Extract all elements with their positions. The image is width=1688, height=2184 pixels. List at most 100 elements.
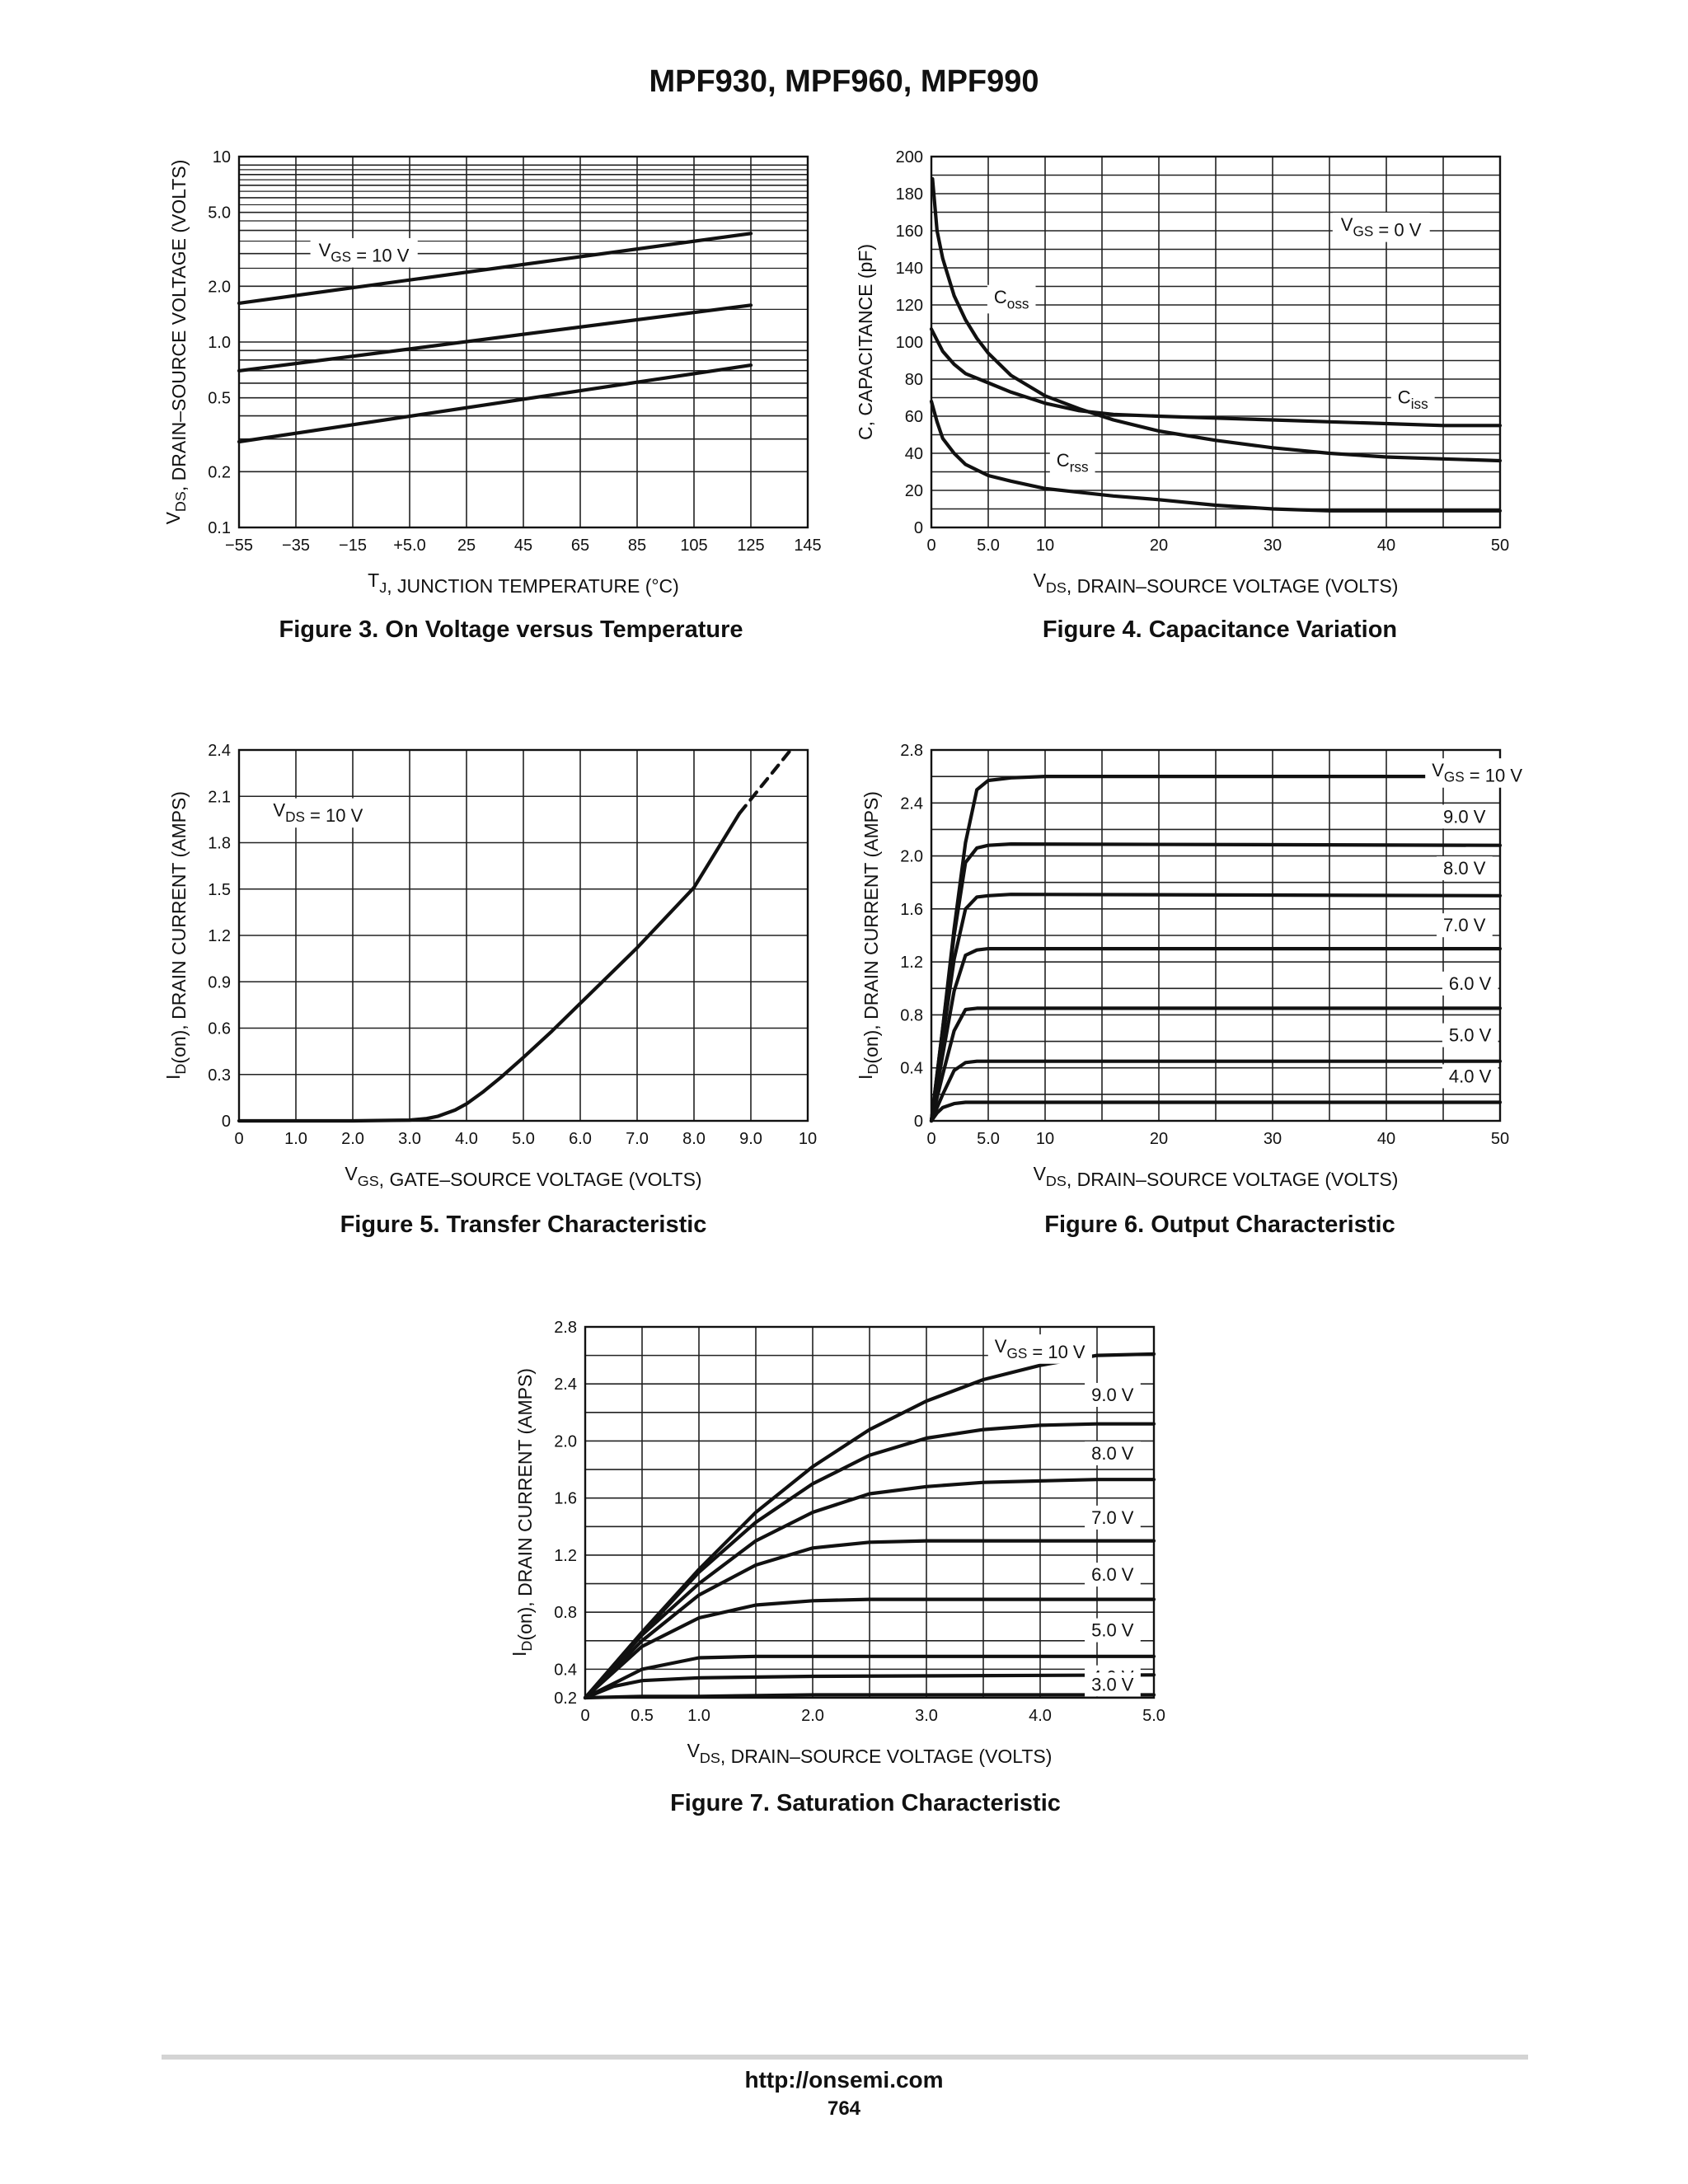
x-tick-label: 45 xyxy=(514,537,532,555)
y-tick-label: 0.9 xyxy=(208,973,231,991)
x-tick-label: 7.0 xyxy=(626,1130,649,1148)
series-label: VGS = 10 V xyxy=(1432,760,1522,786)
series-line xyxy=(738,748,793,815)
series-line xyxy=(583,1654,1156,1700)
grid xyxy=(931,156,1501,528)
x-tick-label: 10 xyxy=(1036,1130,1054,1148)
x-tick-label: 20 xyxy=(1150,537,1168,555)
y-tick-label: 1.8 xyxy=(208,835,231,853)
x-tick-label: 20 xyxy=(1150,1130,1168,1148)
y-axis-title: ID(on), DRAIN CURRENT (AMPS) xyxy=(509,1368,536,1657)
figure-5-transfer-chart: 0 1.0 2.0 3.0 4.0 5.0 6.0 7.0 8.0 9.0 10 0 0.3 0.6 0.9… xyxy=(162,742,817,1190)
series-line xyxy=(929,1006,1503,1123)
y-tick-label: 2.4 xyxy=(208,742,231,760)
x-tick-label: −55 xyxy=(225,537,253,555)
series-label-bg xyxy=(1442,971,1498,996)
footer-url-link[interactable]: http://onsemi.com xyxy=(744,2067,944,2093)
y-tick-label: 1.0 xyxy=(208,334,231,352)
y-tick-label: 0.2 xyxy=(554,1690,577,1708)
plot-frame xyxy=(930,155,1502,529)
y-tick-label: 1.5 xyxy=(208,881,231,899)
series-line xyxy=(931,176,1503,463)
x-tick-label: 5.0 xyxy=(512,1130,535,1148)
x-tick-label: 30 xyxy=(1264,1130,1282,1148)
x-tick-label: 145 xyxy=(794,537,821,555)
series-label: 9.0 V xyxy=(1443,806,1486,827)
y-tick-label: 200 xyxy=(896,148,923,166)
x-tick-label: 40 xyxy=(1377,537,1395,555)
y-tick-label: 80 xyxy=(905,371,923,389)
y-tick-label: 10 xyxy=(213,148,231,166)
y-tick-label: 2.0 xyxy=(900,848,923,866)
figure-3-caption: Figure 3. On Voltage versus Temperature xyxy=(279,616,743,643)
x-axis-title: VDS, DRAIN–SOURCE VOLTAGE (VOLTS) xyxy=(1034,569,1399,597)
series-label-bg xyxy=(1085,1618,1141,1643)
series-line xyxy=(929,1100,1503,1123)
series-label-bg xyxy=(1085,1441,1141,1465)
x-tick-label: +5.0 xyxy=(393,537,425,555)
x-tick-label: 4.0 xyxy=(1029,1707,1052,1725)
y-tick-label: 2.0 xyxy=(554,1432,577,1451)
series-label-bg xyxy=(1437,913,1493,938)
series-line xyxy=(929,893,1503,1123)
y-tick-label: 0.3 xyxy=(208,1066,231,1085)
series-label: 5.0 V xyxy=(1091,1620,1134,1641)
series-label-bg xyxy=(987,284,1036,314)
x-tick-label: 10 xyxy=(1036,537,1054,555)
x-tick-label: −15 xyxy=(339,537,367,555)
x-tick-label: 8.0 xyxy=(682,1130,706,1148)
figure-7-saturation-chart: 0 0.5 1.0 2.0 3.0 4.0 5.0 0.2 0.4 0.8 1.2 1.6 2.0 2.4… xyxy=(509,1319,1165,1767)
series-line xyxy=(929,841,1503,1123)
y-tick-label: 0 xyxy=(914,1113,923,1131)
y-tick-label: 1.2 xyxy=(900,954,923,972)
annotation-label: VGS = 0 V xyxy=(1341,214,1422,241)
x-tick-label: 40 xyxy=(1377,1130,1395,1148)
y-tick-label: 0.1 xyxy=(208,519,231,537)
y-tick-label: 0.4 xyxy=(900,1060,923,1078)
plot-frame xyxy=(237,155,809,529)
x-axis-title: VDS, DRAIN–SOURCE VOLTAGE (VOLTS) xyxy=(1034,1163,1399,1190)
grid xyxy=(931,749,1501,1122)
y-tick-label: 2.8 xyxy=(900,742,923,760)
y-tick-label: 0.5 xyxy=(208,390,231,408)
series-label-bg xyxy=(1085,1505,1141,1530)
y-tick-label: 0.8 xyxy=(554,1604,577,1622)
x-axis-title: TJ, JUNCTION TEMPERATURE (°C) xyxy=(368,569,679,597)
figure-6-output-chart: 0 5.0 10 20 30 40 50 0 0.4 0.8 1.2 1.6 2.0 2.4 2.8 VDS,… xyxy=(855,742,1530,1190)
x-tick-label: 5.0 xyxy=(977,537,1000,555)
plot-frame xyxy=(584,1325,1156,1699)
figure-4-capacitance-chart: 0 5.0 10 20 30 40 50 0 20 40 60 80 100 120 140 160 180 20… xyxy=(855,148,1509,597)
x-tick-label: 105 xyxy=(680,537,707,555)
series-line xyxy=(929,327,1503,428)
y-tick-label: 0.2 xyxy=(208,463,231,481)
page-title: MPF930, MPF960, MPF990 xyxy=(649,64,1039,99)
figure-3-on-voltage-chart: −55 −35 −15 +5.0 25 45 65 85 105 125 145 0.1 0.2 0.5 1… xyxy=(162,148,822,597)
y-tick-label: 0 xyxy=(222,1113,231,1131)
y-axis-title: VDS, DRAIN–SOURCE VOLTAGE (VOLTS) xyxy=(162,160,190,525)
series-line xyxy=(583,1539,1156,1700)
x-tick-label: 25 xyxy=(457,537,476,555)
x-tick-label: 3.0 xyxy=(915,1707,938,1725)
figure-5-caption: Figure 5. Transfer Characteristic xyxy=(340,1212,707,1238)
x-tick-label: 1.0 xyxy=(284,1130,307,1148)
series-label: Ciss xyxy=(1398,387,1428,412)
y-tick-label: 0.8 xyxy=(900,1006,923,1024)
series-line xyxy=(583,1597,1156,1700)
x-tick-label: 4.0 xyxy=(455,1130,478,1148)
x-tick-label: 0 xyxy=(580,1707,589,1725)
series-line xyxy=(929,947,1503,1123)
y-tick-label: 2.8 xyxy=(554,1319,577,1337)
x-tick-label: 3.0 xyxy=(398,1130,421,1148)
plot-frame xyxy=(237,748,809,1122)
y-tick-label: 100 xyxy=(896,334,923,352)
y-tick-label: 20 xyxy=(905,482,923,500)
series-label: VGS = 10 V xyxy=(995,1336,1085,1362)
x-tick-label: 0 xyxy=(926,537,935,555)
series-label: Coss xyxy=(994,287,1029,312)
y-tick-label: 0.6 xyxy=(208,1020,231,1038)
series-line xyxy=(237,232,753,305)
x-tick-label: 9.0 xyxy=(739,1130,762,1148)
series-label: 8.0 V xyxy=(1091,1443,1134,1464)
series-label-bg xyxy=(1442,1023,1498,1047)
x-tick-label: 1.0 xyxy=(687,1707,710,1725)
